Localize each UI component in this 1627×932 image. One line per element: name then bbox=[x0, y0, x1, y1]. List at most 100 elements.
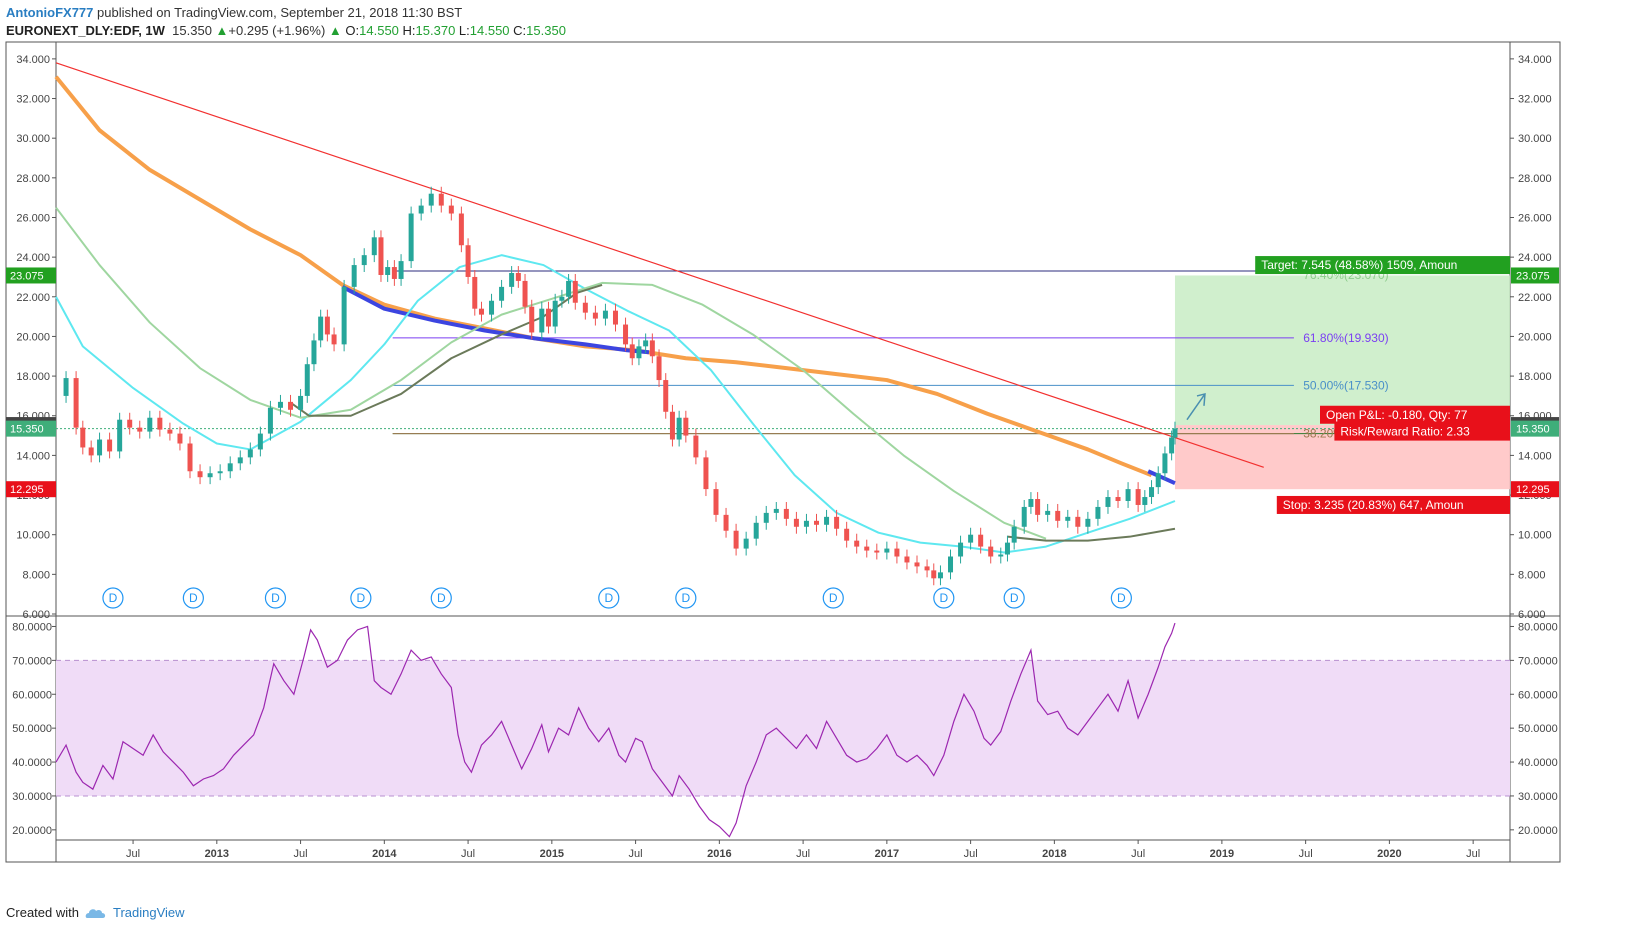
projection-arrow bbox=[1186, 393, 1206, 421]
candle-body bbox=[227, 463, 233, 472]
candle-body bbox=[636, 346, 642, 359]
y-tick-label-left: 28.000 bbox=[16, 173, 50, 185]
candle-body bbox=[623, 324, 629, 345]
candle-body bbox=[147, 417, 153, 432]
dividend-label: D bbox=[109, 591, 118, 605]
rsi-tick-label-left: 50.0000 bbox=[12, 723, 52, 735]
candle-body bbox=[545, 308, 551, 327]
dividend-marker bbox=[182, 587, 204, 609]
price-badge-right bbox=[1511, 481, 1559, 498]
candle-body bbox=[924, 566, 930, 571]
candle-body bbox=[529, 306, 535, 333]
dividend-marker bbox=[598, 587, 620, 609]
candle-body bbox=[378, 237, 384, 275]
candle-body bbox=[509, 272, 515, 287]
rsi-tick-label-left: 60.0000 bbox=[12, 689, 52, 701]
candle-body bbox=[914, 562, 920, 567]
candle-body bbox=[643, 340, 649, 347]
dividend-label: D bbox=[189, 591, 198, 605]
price-badge-right-label: 15.350 bbox=[1516, 424, 1550, 436]
candle-body bbox=[978, 534, 984, 547]
candle-body bbox=[612, 310, 618, 325]
candle-body bbox=[197, 471, 203, 478]
tradingview-link[interactable]: TradingView bbox=[112, 905, 185, 920]
candle-body bbox=[1125, 489, 1131, 501]
candle-body bbox=[499, 286, 505, 301]
candle-body bbox=[277, 401, 283, 408]
open-value: 14.550 bbox=[359, 23, 399, 38]
candle-body bbox=[552, 300, 558, 327]
dividend-marker bbox=[1003, 587, 1025, 609]
candle-body bbox=[385, 267, 391, 275]
candle-body bbox=[522, 280, 528, 307]
pnl-label-bg bbox=[1320, 405, 1510, 424]
dividend-label: D bbox=[271, 591, 280, 605]
low-value: 14.550 bbox=[469, 23, 510, 38]
pnl-label: Open P&L: -0.180, Qty: 77 bbox=[1326, 408, 1468, 422]
rsi-line bbox=[55, 622, 1176, 838]
candle-body bbox=[217, 471, 223, 474]
candle-body bbox=[157, 417, 163, 430]
rsi-tick-label-right: 60.0000 bbox=[1518, 689, 1558, 701]
y-tick-label-left: 24.000 bbox=[16, 252, 50, 264]
rr-label: Risk/Reward Ratio: 2.33 bbox=[1340, 425, 1470, 439]
y-tick-label-right: 34.000 bbox=[1518, 54, 1552, 66]
candle-body bbox=[753, 522, 759, 539]
fib-label: 50.00%(17.530) bbox=[1303, 378, 1388, 392]
y-tick-label-right: 18.000 bbox=[1518, 371, 1552, 383]
candle-body bbox=[1142, 497, 1148, 505]
price-badge-left-label: 12.295 bbox=[10, 484, 44, 496]
x-tick-label: 2018 bbox=[1042, 848, 1066, 860]
candle-body bbox=[676, 417, 682, 440]
rsi-tick-label-left: 30.0000 bbox=[12, 791, 52, 803]
rsi-tick-label-right: 50.0000 bbox=[1518, 723, 1558, 735]
price-badge-right-label: 23.075 bbox=[1516, 270, 1550, 282]
candle-body bbox=[1028, 499, 1034, 507]
candle-body bbox=[351, 265, 357, 287]
candle-body bbox=[1035, 499, 1041, 515]
high-label: H: bbox=[402, 23, 416, 38]
candle-body bbox=[582, 302, 588, 313]
dividend-label: D bbox=[682, 591, 691, 605]
x-tick-label: Jul bbox=[629, 848, 643, 860]
x-tick-label: 2016 bbox=[707, 848, 731, 860]
candle-body bbox=[566, 280, 572, 297]
chart-header: AntonioFX777 published on TradingView.co… bbox=[6, 4, 566, 40]
candle-body bbox=[207, 473, 213, 478]
candle-body bbox=[998, 554, 1004, 557]
candle-body bbox=[478, 308, 484, 315]
price-badge-left-label: 15.350 bbox=[10, 424, 44, 436]
y-tick-label-right: 22.000 bbox=[1518, 292, 1552, 304]
projection-arrow-head bbox=[1196, 392, 1206, 406]
price-badge-left bbox=[6, 481, 56, 498]
y-tick-label-left: 20.000 bbox=[16, 331, 50, 343]
candle-body bbox=[408, 213, 414, 262]
candle-body bbox=[247, 449, 253, 458]
author-link[interactable]: AntonioFX777 bbox=[6, 5, 94, 20]
candle-body bbox=[1095, 506, 1101, 519]
rsi-tick-label-right: 40.0000 bbox=[1518, 757, 1558, 769]
candle-body bbox=[391, 267, 397, 279]
candle-body bbox=[834, 516, 840, 529]
low-label: L: bbox=[458, 23, 470, 38]
candle-body bbox=[669, 411, 675, 440]
target-label-bg bbox=[1255, 256, 1510, 275]
dividend-label: D bbox=[1117, 591, 1126, 605]
last-price: 15.350 bbox=[172, 23, 212, 38]
candle-body bbox=[824, 516, 830, 525]
x-tick-label: Jul bbox=[1299, 848, 1313, 860]
y-tick-label-left: 14.000 bbox=[16, 450, 50, 462]
symbol-name[interactable]: EURONEXT_DLY:EDF, 1W bbox=[6, 23, 165, 38]
rsi-tick-label-right: 70.0000 bbox=[1518, 655, 1558, 667]
y-tick-label-right: 10.000 bbox=[1518, 530, 1552, 542]
moving-average-line bbox=[341, 285, 650, 355]
x-tick-label: Jul bbox=[1466, 848, 1480, 860]
dividend-marker bbox=[264, 587, 287, 609]
moving-average-line bbox=[55, 206, 1047, 540]
candle-body bbox=[448, 205, 454, 214]
price-badge-left bbox=[6, 420, 56, 437]
candle-body bbox=[257, 433, 263, 450]
candle-body bbox=[703, 457, 709, 490]
candle-body bbox=[1021, 506, 1027, 527]
